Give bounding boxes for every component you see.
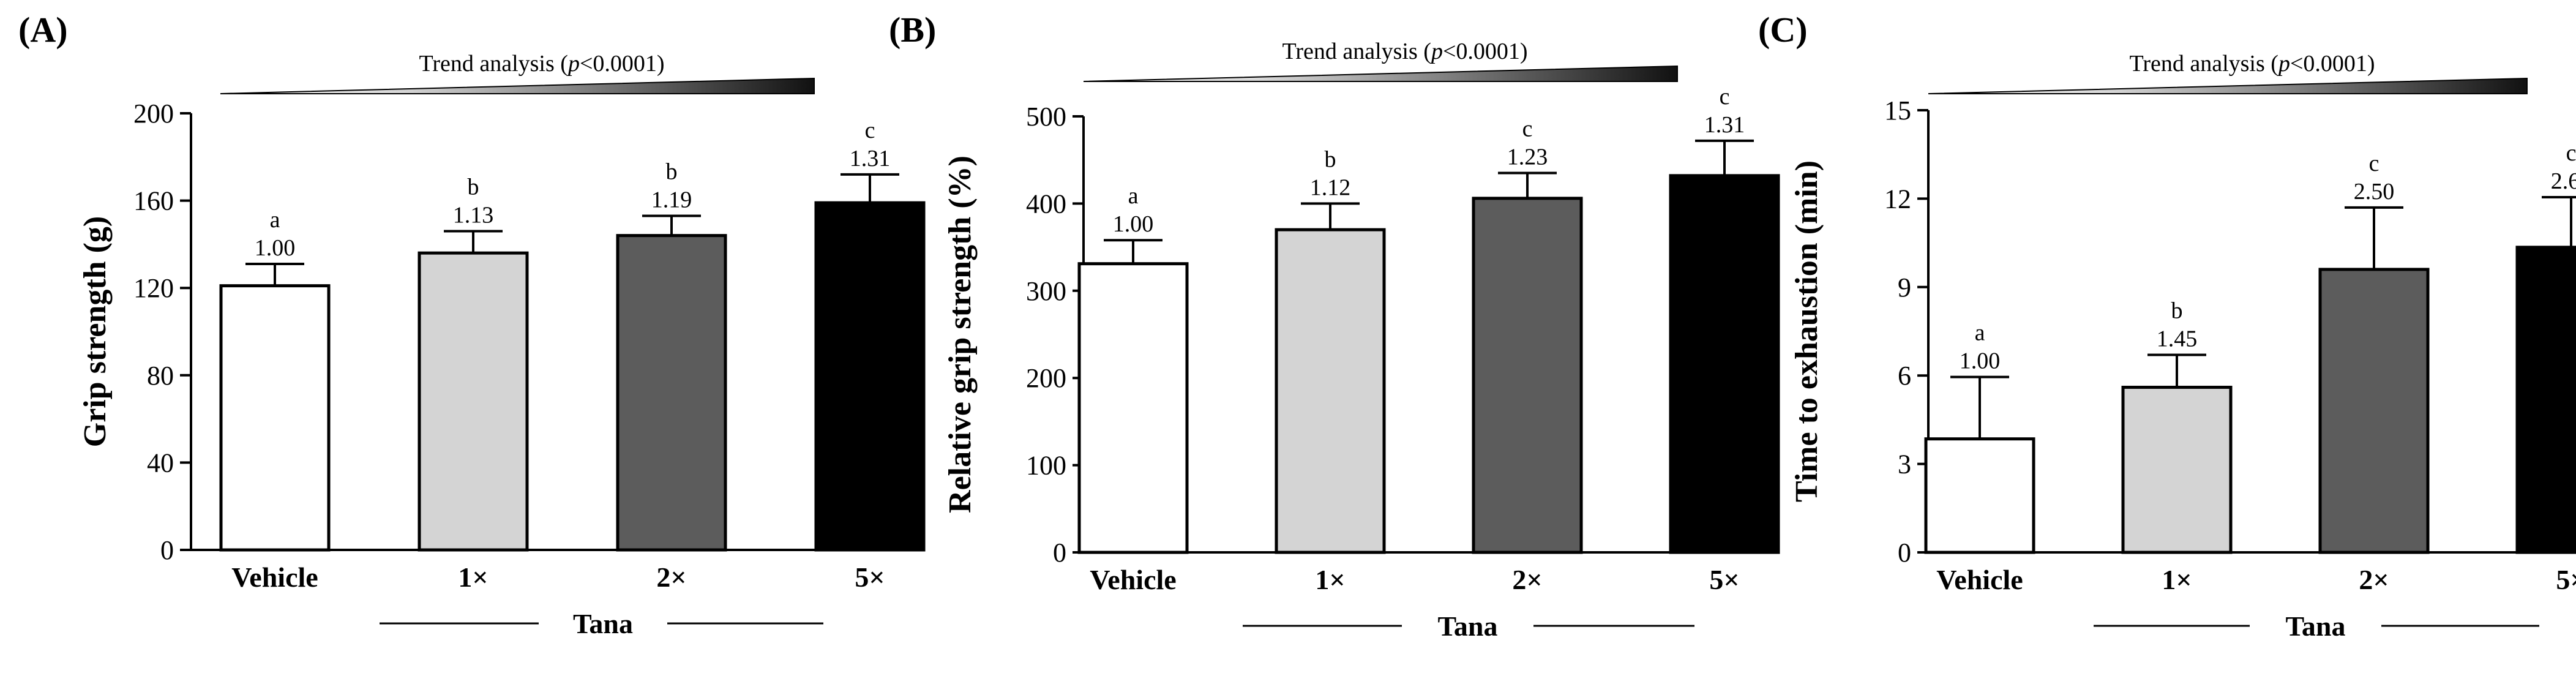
bar <box>1924 437 2035 554</box>
x-tick-label: 5× <box>1709 564 1739 595</box>
ratio-label: 1.31 <box>850 146 891 171</box>
x-tick-label: Vehicle <box>1936 564 2023 595</box>
y-tick-label: 160 <box>133 186 174 216</box>
ratio-label: 1.31 <box>1704 112 1745 138</box>
x-tick-label: Vehicle <box>1090 564 1176 595</box>
trend-prefix: Trend analysis ( <box>2129 51 2278 77</box>
y-tick-label: 400 <box>1026 189 1066 219</box>
y-tick-label: 80 <box>147 361 174 391</box>
trend-label: Trend analysis (p<0.0001) <box>1282 39 1527 64</box>
bar <box>2318 268 2430 554</box>
chart-panel-3: (C) Trend analysis (p<0.0001) 0 3 6 9 12 15 Time… <box>1758 10 2576 642</box>
y-tick-label: 120 <box>133 273 174 303</box>
chart-panel-2: (B) Trend analysis (p<0.0001) 0 100 200 300 40… <box>889 10 1780 642</box>
bar <box>616 234 727 552</box>
y-tick-label: 40 <box>147 448 174 478</box>
trend-suffix: <0.0001) <box>580 51 665 77</box>
panel-label: (B) <box>889 10 936 50</box>
y-tick-label: 100 <box>1026 451 1066 481</box>
bar <box>814 201 926 552</box>
y-tick-label: 6 <box>1898 361 1911 391</box>
significance-letter: c <box>865 118 875 143</box>
bar <box>1669 174 1780 554</box>
y-tick-label: 3 <box>1898 449 1911 479</box>
panel-label: (A) <box>18 10 68 50</box>
ratio-label: 1.23 <box>1507 145 1548 170</box>
trend-p: p <box>1429 39 1443 64</box>
trend-suffix: <0.0001) <box>2290 51 2375 77</box>
x-tick-label: 1× <box>458 562 488 593</box>
significance-letter: b <box>468 175 479 200</box>
y-tick-label: 200 <box>1026 363 1066 393</box>
group-label: Tana <box>2285 611 2345 642</box>
significance-letter: a <box>270 207 280 233</box>
trend-p: p <box>566 51 580 77</box>
y-axis-label: Relative grip strength (%) <box>943 156 978 513</box>
y-axis-label: Grip strength (g) <box>78 216 113 447</box>
x-tick-label: 1× <box>2162 564 2192 595</box>
y-tick-label: 200 <box>133 99 174 129</box>
bar <box>2121 385 2233 554</box>
trend-label: Trend analysis (p<0.0001) <box>2129 51 2375 77</box>
y-tick-label: 0 <box>1053 538 1066 568</box>
y-tick-label: 300 <box>1026 276 1066 306</box>
significance-letter: a <box>1128 183 1139 209</box>
trend-label: Trend analysis (p<0.0001) <box>419 51 664 77</box>
trend-suffix: <0.0001) <box>1443 39 1528 64</box>
significance-letter: a <box>1975 320 1985 346</box>
ratio-label: 2.50 <box>2354 179 2395 205</box>
trend-p: p <box>2277 51 2290 77</box>
bar <box>1472 197 1583 554</box>
group-label: Tana <box>573 608 633 639</box>
trend-wedge <box>220 77 815 94</box>
ratio-label: 1.12 <box>1310 175 1351 200</box>
x-tick-label: Vehicle <box>231 562 318 593</box>
significance-letter: c <box>2369 151 2379 176</box>
x-tick-label: 2× <box>1512 564 1542 595</box>
trend-prefix: Trend analysis ( <box>1282 39 1431 64</box>
chart-panel-1: (A) Trend analysis (p<0.0001) 0 40 80 120 160 2… <box>18 10 926 639</box>
ratio-label: 1.45 <box>2157 326 2198 352</box>
ratio-label: 2.69 <box>2551 168 2576 194</box>
trend-prefix: Trend analysis ( <box>419 51 567 77</box>
x-tick-label: 2× <box>2359 564 2389 595</box>
significance-letter: b <box>666 159 678 185</box>
bar <box>1275 228 1386 554</box>
bar <box>417 251 529 552</box>
significance-letter: c <box>2566 140 2576 166</box>
ratio-label: 1.00 <box>1960 348 2001 374</box>
significance-letter: b <box>2171 298 2183 324</box>
y-tick-label: 0 <box>160 535 174 565</box>
significance-letter: c <box>1720 84 1730 110</box>
ratio-label: 1.13 <box>453 203 494 228</box>
x-tick-label: 5× <box>2556 564 2576 595</box>
y-axis-label: Time to exhaustion (min) <box>1789 160 1824 502</box>
ratio-label: 1.19 <box>651 187 692 213</box>
x-tick-label: 1× <box>1315 564 1345 595</box>
bar <box>219 284 331 552</box>
significance-letter: c <box>1522 116 1533 142</box>
trend-wedge <box>1083 65 1678 82</box>
y-tick-label: 500 <box>1026 102 1066 132</box>
significance-letter: b <box>1325 146 1336 172</box>
bar <box>2515 246 2576 554</box>
x-tick-label: 5× <box>855 562 885 593</box>
ratio-label: 1.00 <box>1113 211 1154 237</box>
x-tick-label: 2× <box>656 562 686 593</box>
panel-label: (C) <box>1758 10 1808 50</box>
y-tick-label: 9 <box>1898 273 1911 303</box>
y-tick-label: 15 <box>1884 96 1911 126</box>
bar <box>1077 262 1189 554</box>
trend-wedge <box>1928 77 2528 94</box>
y-tick-label: 12 <box>1884 184 1911 214</box>
y-tick-label: 0 <box>1898 538 1911 568</box>
group-label: Tana <box>1437 611 1497 642</box>
ratio-label: 1.00 <box>255 235 296 261</box>
